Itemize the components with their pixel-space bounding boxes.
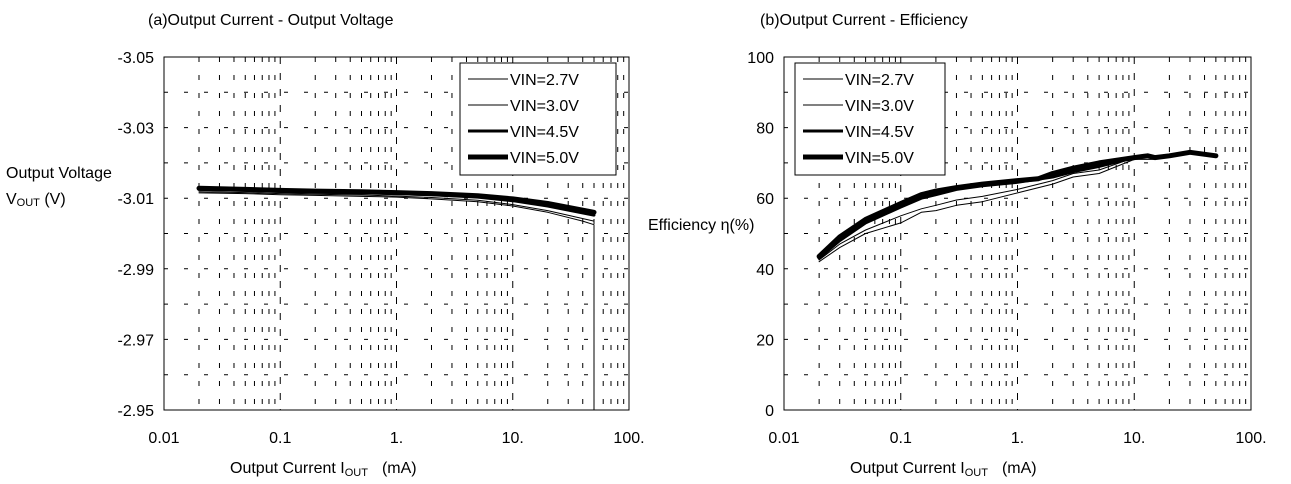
legend-label: VIN=4.5V bbox=[510, 124, 579, 141]
y-tick-label: -3.01 bbox=[118, 191, 155, 208]
legend-label: VIN=2.7V bbox=[845, 72, 914, 89]
y-tick-label: 40 bbox=[756, 262, 774, 279]
y-tick-label: 20 bbox=[756, 332, 774, 349]
y-tick-label: -2.95 bbox=[118, 403, 155, 420]
y-tick-label: -3.03 bbox=[118, 121, 155, 138]
x-tick-label: 10. bbox=[502, 430, 524, 447]
x-tick-label: 1. bbox=[1011, 430, 1024, 447]
y-tick-label: 60 bbox=[756, 191, 774, 208]
chart-a-plot-area bbox=[163, 56, 630, 411]
chart-a-xlabel-main: Output Current I bbox=[230, 460, 345, 477]
y-tick-label: -2.99 bbox=[118, 262, 155, 279]
x-tick-label: 10. bbox=[1123, 430, 1145, 447]
chart-a-ticks: 0.01 0.1 1. 10. 100. -3.05 -3.03 -3.01 -2.99 -2.9… bbox=[118, 50, 645, 447]
chart-a-series bbox=[196, 185, 597, 411]
x-tick-label: 0.1 bbox=[269, 430, 291, 447]
chart-a-ylabel-sub: OUT bbox=[17, 197, 41, 209]
y-tick-label: -2.97 bbox=[118, 332, 155, 349]
series-line-4 bbox=[816, 149, 1219, 259]
chart-a-xlabel-sub: OUT bbox=[345, 467, 369, 479]
chart-a-xlabel: Output Current IOUT (mA) bbox=[230, 460, 417, 479]
chart-b-xlabel-sub: OUT bbox=[965, 467, 989, 479]
chart-a-ylabel-v: V bbox=[6, 191, 17, 208]
series-line-4 bbox=[196, 185, 597, 215]
y-tick-label: 80 bbox=[756, 121, 774, 138]
x-tick-label: 1. bbox=[390, 430, 403, 447]
x-tick-label: 0.1 bbox=[890, 430, 912, 447]
chart-a-xlabel-unit: (mA) bbox=[382, 460, 417, 477]
y-tick-label: -3.05 bbox=[118, 50, 155, 67]
chart-b-xlabel-unit: (mA) bbox=[1002, 460, 1037, 477]
chart-a-ylabel-line2: VOUT (V) bbox=[6, 191, 66, 209]
chart-b-ylabel: Efficiency η(%) bbox=[648, 217, 754, 234]
chart-b-series bbox=[816, 149, 1219, 263]
legend-label: VIN=5.0V bbox=[845, 150, 914, 167]
chart-b-plot-area bbox=[783, 56, 1252, 411]
legend-label: VIN=5.0V bbox=[510, 150, 579, 167]
y-tick-label: 0 bbox=[765, 403, 774, 420]
chart-a-legend: VIN=2.7V VIN=3.0V VIN=4.5V VIN=5.0V bbox=[459, 62, 617, 176]
series-line-2 bbox=[198, 191, 595, 222]
chart-b-xlabel: Output Current IOUT (mA) bbox=[850, 460, 1037, 479]
y-tick-label: 100 bbox=[747, 50, 774, 67]
chart-b-title: (b)Output Current - Efficiency bbox=[760, 12, 968, 29]
x-tick-label: 0.01 bbox=[148, 430, 179, 447]
legend-label: VIN=2.7V bbox=[510, 72, 579, 89]
chart-a-title: (a)Output Current - Output Voltage bbox=[148, 12, 394, 29]
chart-b-legend: VIN=2.7V VIN=3.0V VIN=4.5V VIN=5.0V bbox=[794, 62, 946, 176]
legend-label: VIN=3.0V bbox=[510, 98, 579, 115]
chart-a-ylabel-line1: Output Voltage bbox=[6, 165, 112, 182]
legend-label: VIN=3.0V bbox=[845, 98, 914, 115]
x-tick-label: 0.01 bbox=[768, 430, 799, 447]
x-tick-label: 100. bbox=[1235, 430, 1266, 447]
chart-b-xlabel-main: Output Current I bbox=[850, 460, 965, 477]
series-line-1 bbox=[198, 192, 595, 411]
legend-label: VIN=4.5V bbox=[845, 124, 914, 141]
x-tick-label: 100. bbox=[613, 430, 644, 447]
chart-a-ylabel-unit: (V) bbox=[40, 191, 66, 208]
chart-b-ticks: 0.01 0.1 1. 10. 100. 0 20 40 60 80 100 bbox=[747, 50, 1266, 447]
